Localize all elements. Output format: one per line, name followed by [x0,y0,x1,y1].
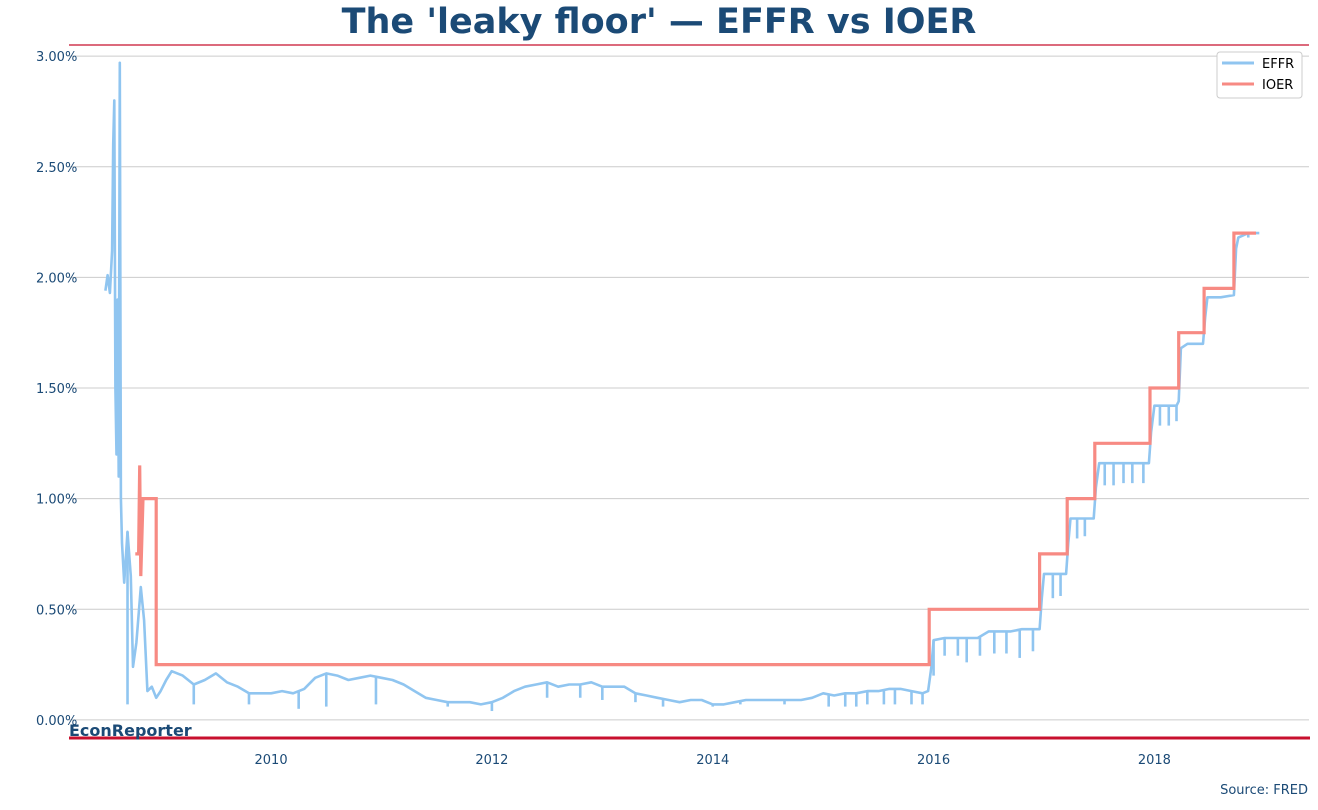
brand-label: EconReporter [69,721,192,740]
chart-title: The 'leaky floor' — EFFR vs IOER [341,2,977,42]
x-tick-label: 2012 [475,753,508,768]
y-tick-label: 0.00% [36,714,77,729]
y-tick-label: 1.50% [36,382,77,397]
series-layer [104,61,1260,712]
legend-label-ioer: IOER [1262,78,1293,93]
x-tick-label: 2016 [917,753,950,768]
series-ioer [135,231,1256,667]
source-note: Source: FRED [1220,783,1308,798]
legend: EFFR IOER [1216,51,1303,99]
series-effr [104,61,1260,712]
y-tick-label: 2.00% [36,271,77,286]
effr-line [104,61,1260,706]
y-tick-label: 1.00% [36,493,77,508]
ioer-line [135,231,1256,667]
x-tick-label: 2014 [696,753,729,768]
legend-label-effr: EFFR [1262,57,1294,72]
y-tick-label: 3.00% [36,50,77,65]
y-tick-label: 0.50% [36,603,77,618]
y-axis: 0.00% 0.50% 1.00% 1.50% 2.00% 2.50% 3.00% [36,50,77,729]
x-axis: 2010 2012 2014 2016 2018 [255,753,1171,768]
x-tick-label: 2018 [1138,753,1171,768]
x-tick-label: 2010 [255,753,288,768]
gridlines [69,55,1309,721]
y-tick-label: 2.50% [36,161,77,176]
